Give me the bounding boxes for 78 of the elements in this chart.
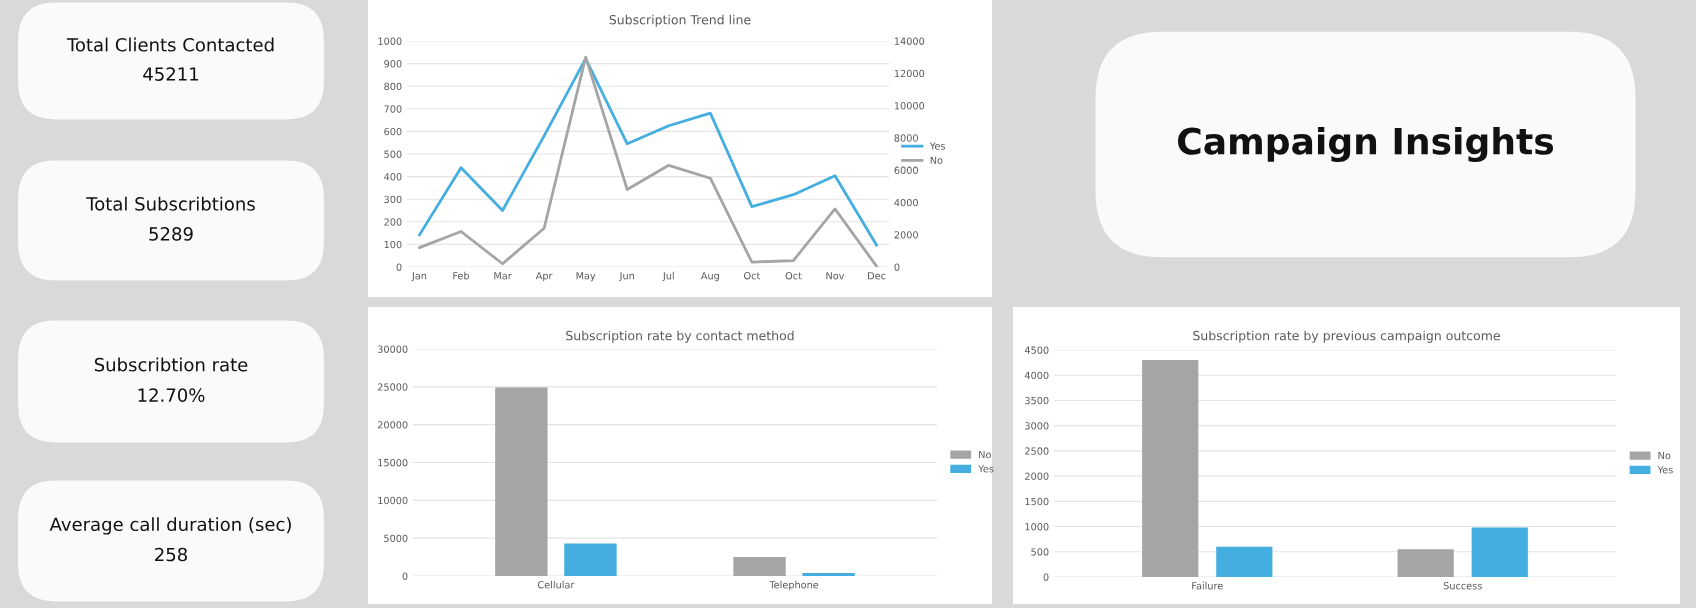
y2-tick-label: 4000 (894, 198, 918, 207)
legend-label: Yes (1657, 466, 1673, 474)
y2-tick-label: 10000 (894, 102, 925, 110)
y2-tick-label: 8000 (894, 134, 918, 142)
y-tick-label: 4000 (1024, 371, 1049, 380)
y-tick-label: 1000 (378, 37, 402, 45)
bar (1397, 549, 1454, 577)
y2-tick-label: 12000 (894, 69, 925, 78)
x-tick-label: Apr (535, 272, 553, 282)
legend-label: Yes (978, 465, 994, 473)
x-tick-label: Jul (662, 271, 674, 282)
x-tick-label: Success (1443, 582, 1482, 590)
y-tick-label: 25000 (377, 383, 408, 391)
y2-tick-label: 2000 (894, 231, 918, 239)
legend-label: No (979, 450, 991, 459)
y-tick-label: 700 (384, 105, 402, 113)
y-tick-label: 600 (384, 127, 402, 136)
chart-title: Subscription rate by previous campaign outcome (1193, 330, 1500, 343)
y-tick-label: 400 (384, 173, 402, 181)
y-tick-label: 100 (384, 240, 402, 249)
y-tick-label: 15000 (378, 458, 408, 467)
bar (733, 557, 786, 576)
text: 45211 (143, 67, 199, 81)
x-tick-label: Failure (1192, 581, 1223, 590)
chart-title: Subscription Trend line (609, 14, 751, 27)
y-tick-label: 800 (384, 82, 402, 91)
y-tick-label: 2000 (1025, 472, 1049, 480)
x-tick-label: Jun (619, 272, 634, 282)
bar (802, 572, 855, 576)
x-tick-label: Oct (744, 272, 761, 280)
text: 12.70% (138, 388, 205, 402)
bar (1142, 360, 1199, 577)
legend-label: Yes (929, 142, 946, 150)
y-tick-label: 200 (384, 218, 402, 226)
text: 258 (155, 547, 187, 562)
bar (495, 387, 548, 576)
y-tick-label: 10000 (378, 496, 408, 505)
y2-tick-label: 6000 (894, 166, 918, 174)
text: Average call duration (sec) (49, 517, 291, 535)
x-tick-label: Dec (868, 272, 886, 280)
y-tick-label: 0 (396, 263, 402, 271)
y-tick-label: 300 (384, 195, 402, 204)
text: Campaign Insights (1178, 126, 1554, 163)
text: Total Subscribtions (86, 196, 255, 211)
y-tick-label: 1500 (1025, 497, 1049, 506)
x-tick-label: Cellular (537, 580, 575, 589)
y-tick-label: 3000 (1025, 422, 1049, 430)
x-tick-label: Aug (700, 272, 719, 282)
y2-tick-label: 14000 (894, 37, 925, 45)
x-tick-label: Telephone (769, 580, 819, 591)
y-tick-label: 1000 (1025, 523, 1049, 531)
y2-tick-label: 0 (894, 263, 900, 271)
y-tick-label: 0 (402, 572, 408, 580)
text: Total Clients Contacted (66, 37, 274, 52)
x-tick-label: Mar (494, 272, 512, 280)
y-tick-label: 3500 (1025, 396, 1049, 405)
legend-label: No (930, 156, 943, 164)
bar (564, 543, 617, 576)
y-tick-label: 5000 (384, 534, 408, 542)
bar (1471, 527, 1528, 577)
x-tick-label: Jan (411, 272, 427, 282)
y-tick-label: 0 (1043, 573, 1049, 581)
legend-label: No (1658, 451, 1671, 460)
y-tick-label: 500 (384, 150, 402, 158)
y-tick-label: 500 (1031, 548, 1049, 556)
y-tick-label: 20000 (377, 421, 408, 429)
x-tick-label: Nov (826, 272, 845, 280)
y-tick-label: 900 (384, 60, 402, 68)
text: Subscribtion rate (94, 357, 248, 372)
x-tick-label: Feb (453, 271, 470, 280)
x-tick-label: May (576, 272, 596, 282)
y-tick-label: 2500 (1025, 447, 1049, 455)
y-tick-label: 4500 (1024, 346, 1049, 354)
text: 5289 (149, 227, 193, 241)
bar (1216, 546, 1273, 577)
y-tick-label: 30000 (377, 345, 408, 353)
chart-title: Subscription rate by contact method (566, 330, 794, 343)
x-tick-label: Oct (785, 272, 802, 280)
